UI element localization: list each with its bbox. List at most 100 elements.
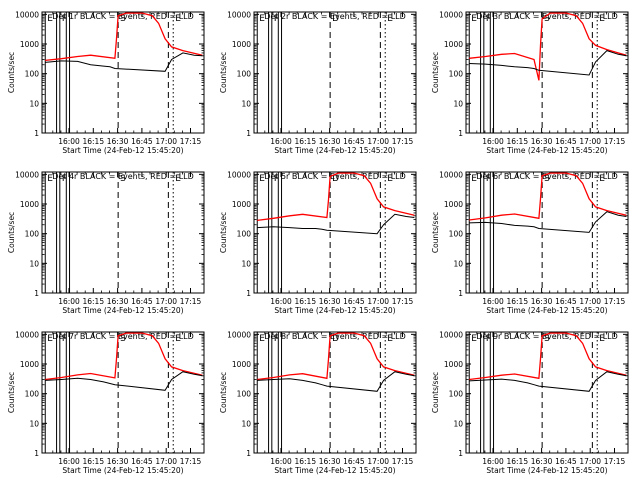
x-tick-label: 17:00 <box>579 457 601 466</box>
x-tick-label: 17:00 <box>155 137 177 146</box>
lld-rate-line <box>45 332 203 381</box>
lld-rate-line <box>45 12 203 62</box>
plot-frame <box>465 331 629 454</box>
interval-marker-label: E <box>175 334 181 344</box>
x-tick-label: 17:15 <box>392 297 414 306</box>
interval-marker-label: F <box>62 14 67 24</box>
y-tick-label: 1 <box>246 129 251 138</box>
y-tick-label: 1 <box>246 449 251 458</box>
panel-3: 1 10 100 1000 10000 16:00 16:15 16:30 16:45 17:00… <box>431 10 629 155</box>
interval-marker-label: E <box>599 334 605 344</box>
x-axis-label: Start Time (24-Feb-12 15:45:20) <box>274 146 395 155</box>
interval-marker-label: E <box>47 14 53 24</box>
interval-marker-label: F <box>274 334 279 344</box>
y-tick-label: 100 <box>449 230 464 239</box>
x-tick-label: 16:00 <box>270 297 292 306</box>
plot-frame <box>41 331 205 454</box>
x-tick-label: 16:30 <box>107 457 129 466</box>
interval-marker-label: F <box>62 334 67 344</box>
plot-frame <box>253 11 417 134</box>
y-tick-label: 10 <box>453 419 463 428</box>
x-tick-label: 16:00 <box>58 137 80 146</box>
y-tick-label: 1000 <box>20 40 39 49</box>
interval-marker-label: E <box>599 14 605 24</box>
y-tick-label: 10 <box>29 259 39 268</box>
event-rate-line <box>257 371 415 392</box>
y-tick-label: 10000 <box>227 10 251 19</box>
x-tick-label: 17:15 <box>392 137 414 146</box>
interval-marker-label: F <box>274 14 279 24</box>
y-tick-label: 1 <box>246 289 251 298</box>
event-rate-line <box>469 50 627 76</box>
x-tick-label: 16:30 <box>319 297 341 306</box>
panel-1: 1 10 100 1000 10000 16:00 16:15 16:30 16:45 17:00… <box>7 10 205 155</box>
x-tick-label: 17:15 <box>180 137 202 146</box>
panel-8: 1 10 100 1000 10000 16:00 16:15 16:30 16:45 17:00… <box>219 330 417 475</box>
x-tick-label: 16:00 <box>58 297 80 306</box>
lld-rate-line <box>469 172 627 221</box>
interval-marker-label: S <box>120 174 126 184</box>
plot-frame <box>465 171 629 294</box>
panel-9: 1 10 100 1000 10000 16:00 16:15 16:30 16:45 17:00… <box>431 330 629 475</box>
y-tick-label: 1000 <box>232 360 251 369</box>
x-axis-label: Start Time (24-Feb-12 15:45:20) <box>62 146 183 155</box>
x-axis-label: Start Time (24-Feb-12 15:45:20) <box>486 146 607 155</box>
interval-marker-label: E <box>387 334 393 344</box>
y-tick-label: 100 <box>25 70 40 79</box>
interval-marker-label: S <box>544 14 550 24</box>
x-tick-label: 17:15 <box>392 457 414 466</box>
interval-marker-label: E <box>387 14 393 24</box>
y-tick-label: 1000 <box>444 200 463 209</box>
y-tick-label: 1 <box>34 289 39 298</box>
panel-title: Det 1r BLACK = Events, RED = LLD <box>52 12 194 21</box>
x-tick-label: 16:15 <box>506 137 528 146</box>
x-tick-label: 16:15 <box>294 137 316 146</box>
x-tick-label: 16:15 <box>506 297 528 306</box>
x-axis-label: Start Time (24-Feb-12 15:45:20) <box>486 306 607 315</box>
lld-rate-line <box>257 172 415 222</box>
x-tick-label: 16:45 <box>343 457 365 466</box>
panel-5: 1 10 100 1000 10000 16:00 16:15 16:30 16:45 17:00… <box>219 170 417 315</box>
panel-title: Det 4r BLACK = Events, RED = LLD <box>52 172 194 181</box>
x-tick-label: 16:30 <box>531 137 553 146</box>
event-rate-line <box>469 211 627 233</box>
interval-marker-label: E <box>259 334 265 344</box>
interval-marker-label: E <box>387 174 393 184</box>
panel-title: Det 3r BLACK = Events, RED = LLD <box>476 12 618 21</box>
interval-marker-label: E <box>259 174 265 184</box>
x-tick-label: 17:00 <box>155 457 177 466</box>
interval-marker-label: E <box>175 174 181 184</box>
y-tick-label: 1 <box>458 129 463 138</box>
y-tick-label: 10 <box>241 99 251 108</box>
y-tick-label: 10000 <box>439 170 463 179</box>
x-tick-label: 16:45 <box>131 137 153 146</box>
interval-marker-label: F <box>62 174 67 184</box>
x-tick-label: 16:45 <box>555 457 577 466</box>
y-tick-label: 10000 <box>15 170 39 179</box>
panel-title: Det 6r BLACK = Events, RED = LLD <box>476 172 618 181</box>
x-tick-label: 16:30 <box>319 137 341 146</box>
interval-marker-label: F <box>486 334 491 344</box>
interval-marker-label: D <box>332 174 339 184</box>
interval-marker-label: F <box>486 14 491 24</box>
y-tick-label: 100 <box>237 70 252 79</box>
y-tick-label: 1000 <box>444 40 463 49</box>
interval-marker-label: E <box>471 174 477 184</box>
lld-rate-line <box>469 332 627 381</box>
x-tick-label: 16:30 <box>531 457 553 466</box>
y-tick-label: 10 <box>29 419 39 428</box>
x-tick-label: 16:00 <box>482 137 504 146</box>
y-axis-label: Counts/sec <box>7 372 16 413</box>
plot-frame <box>253 331 417 454</box>
event-rate-line <box>45 371 203 391</box>
x-tick-label: 16:30 <box>107 137 129 146</box>
y-tick-label: 1000 <box>20 200 39 209</box>
x-tick-label: 17:00 <box>367 297 389 306</box>
interval-marker-label: E <box>471 14 477 24</box>
x-axis-label: Start Time (24-Feb-12 15:45:20) <box>62 466 183 475</box>
plot-frame <box>253 171 417 294</box>
x-tick-label: 17:00 <box>367 137 389 146</box>
x-tick-label: 16:15 <box>82 297 104 306</box>
x-tick-label: 17:00 <box>155 297 177 306</box>
